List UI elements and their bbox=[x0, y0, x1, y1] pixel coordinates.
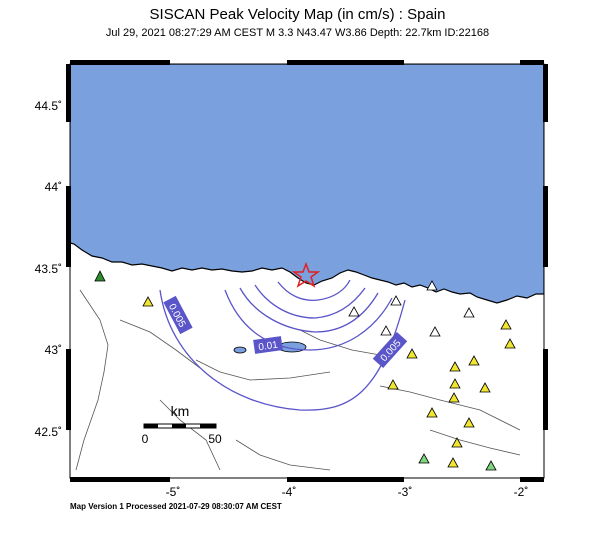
scale-end: 50 bbox=[208, 432, 222, 446]
station-light-green-triangle bbox=[418, 453, 430, 464]
station-yellow-triangle bbox=[479, 382, 491, 393]
station-yellow-triangle bbox=[500, 319, 512, 330]
map-version-footer: Map Version 1 Processed 2021-07-29 08:30… bbox=[70, 502, 282, 511]
station-white-triangle bbox=[390, 295, 402, 306]
station-yellow-triangle bbox=[426, 407, 438, 418]
star-icon bbox=[291, 261, 321, 288]
map-frame bbox=[66, 60, 548, 482]
station-white-triangle bbox=[380, 325, 392, 336]
station-yellow-triangle bbox=[468, 355, 480, 366]
lat-tick-label: 43.5˚ bbox=[35, 262, 62, 276]
scale-bar: km 0 50 bbox=[142, 403, 222, 446]
station-yellow-triangle bbox=[447, 457, 459, 468]
reservoir bbox=[233, 346, 247, 354]
sea-area bbox=[70, 64, 544, 304]
contour-label-1: 0.01 bbox=[253, 336, 283, 354]
station-green-triangle bbox=[94, 270, 106, 282]
lon-tick-label: -5˚ bbox=[166, 485, 181, 499]
station-white-triangle bbox=[426, 280, 438, 291]
map-title: SISCAN Peak Velocity Map (in cm/s) : Spa… bbox=[149, 6, 446, 23]
scale-unit: km bbox=[171, 403, 190, 419]
station-yellow-triangle bbox=[451, 437, 463, 448]
lon-tick-label: -2˚ bbox=[514, 485, 529, 499]
station-white-triangle bbox=[429, 326, 441, 337]
scale-start: 0 bbox=[142, 432, 149, 446]
station-yellow-triangle bbox=[448, 392, 460, 403]
lat-tick-label: 44.5˚ bbox=[35, 99, 62, 113]
station-yellow-triangle bbox=[463, 417, 475, 428]
station-yellow-triangle bbox=[142, 296, 154, 307]
station-white-triangle bbox=[463, 307, 475, 318]
lon-tick-label: -4˚ bbox=[282, 485, 297, 499]
lat-tick-label: 43˚ bbox=[45, 343, 62, 357]
station-yellow-triangle bbox=[449, 361, 461, 372]
station-yellow-triangle bbox=[406, 348, 418, 359]
station-white-triangle bbox=[348, 306, 360, 317]
station-light-green-triangle bbox=[485, 460, 497, 471]
lon-axis-labels: -5˚ -4˚ -3˚ -2˚ bbox=[166, 485, 529, 499]
contour-lines bbox=[159, 279, 406, 411]
rivers bbox=[75, 289, 521, 471]
station-yellow-triangle bbox=[387, 379, 399, 390]
lat-tick-label: 42.5˚ bbox=[35, 425, 62, 439]
contour-label-text: 0.01 bbox=[258, 340, 279, 354]
event-info: Jul 29, 2021 08:27:29 AM CEST M 3.3 N43.… bbox=[105, 27, 490, 39]
stations bbox=[94, 270, 516, 471]
lat-tick-label: 44˚ bbox=[45, 180, 62, 194]
lon-tick-label: -3˚ bbox=[398, 485, 413, 499]
lat-axis-labels: 44.5˚ 44˚ 43.5˚ 43˚ 42.5˚ bbox=[35, 99, 62, 439]
station-yellow-triangle bbox=[504, 338, 516, 349]
station-yellow-triangle bbox=[449, 378, 461, 389]
